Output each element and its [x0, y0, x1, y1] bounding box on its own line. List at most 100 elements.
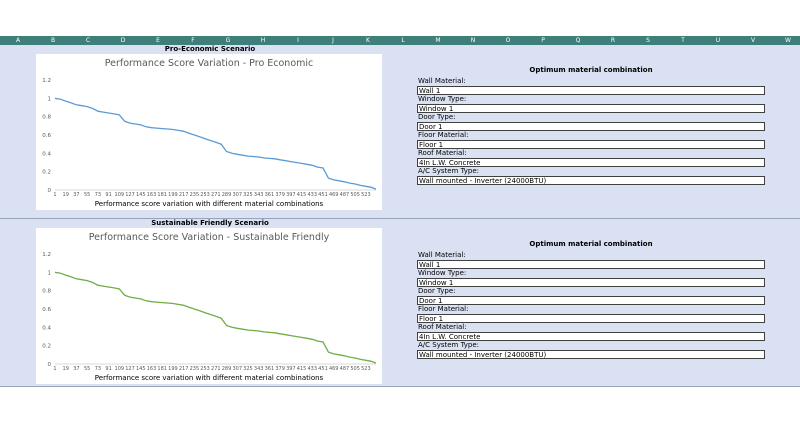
field-value-cell[interactable]: Wall mounted - Inverter (24000BTU) — [417, 350, 765, 359]
y-tick-label: 0.4 — [42, 325, 51, 331]
field-value-cell[interactable]: Wall 1 — [417, 86, 765, 95]
pro-economic-line-chart: 0 0.2 0.4 0.6 0.8 1 1.2 1 19 37 55 73 91 109 127 145 163… — [42, 78, 377, 198]
column-header-bar: A B C D E F G H I J K L M N O P Q R S T U V W — [0, 36, 800, 45]
x-tick-label: 325 — [243, 366, 253, 372]
column-header-v[interactable]: V — [750, 37, 756, 44]
series-line-0 — [54, 271, 377, 364]
column-header-a[interactable]: A — [15, 37, 21, 44]
scenario-heading: Sustainable Friendly Scenario — [151, 219, 269, 227]
column-header-m[interactable]: M — [435, 37, 441, 44]
field-label: A/C System Type: — [418, 167, 480, 175]
column-header-p[interactable]: P — [541, 37, 545, 44]
y-tick-label: 1.2 — [42, 252, 51, 258]
chart-title: Performance Score Variation - Pro Econom… — [104, 58, 314, 69]
x-tick-label: 37 — [73, 192, 79, 198]
x-tick-label: 505 — [350, 366, 360, 372]
y-tick-label: 0.8 — [42, 115, 51, 121]
field-label: Wall Material: — [418, 77, 466, 85]
x-tick-label: 199 — [168, 366, 178, 372]
x-tick-label: 163 — [147, 366, 157, 372]
chart-title: Performance Score Variation - Sustainabl… — [88, 232, 330, 243]
pro-economic-panel: Pro-Economic Scenario Performance Score … — [0, 45, 800, 219]
column-header-k[interactable]: K — [366, 37, 370, 44]
column-header-f[interactable]: F — [191, 37, 195, 44]
column-header-u[interactable]: U — [715, 37, 721, 44]
x-tick-label: 451 — [318, 192, 328, 198]
field-label: Window Type: — [418, 269, 467, 277]
x-tick-label: 415 — [297, 192, 307, 198]
x-tick-label: 343 — [254, 366, 264, 372]
x-tick-label: 181 — [157, 192, 167, 198]
x-tick-label: 19 — [63, 192, 69, 198]
column-header-o[interactable]: O — [505, 37, 511, 44]
field-label: Window Type: — [418, 95, 467, 103]
x-tick-label: 433 — [308, 366, 318, 372]
x-tick-label: 505 — [350, 192, 360, 198]
column-header-c[interactable]: C — [85, 37, 91, 44]
x-tick-label: 397 — [286, 366, 296, 372]
x-tick-label: 469 — [329, 192, 339, 198]
field-label: Roof Material: — [418, 149, 467, 157]
x-tick-label: 235 — [190, 192, 200, 198]
x-tick-label: 127 — [125, 192, 135, 198]
x-tick-label: 109 — [115, 192, 125, 198]
column-header-j[interactable]: J — [332, 37, 334, 44]
x-tick-label: 73 — [95, 366, 101, 372]
column-header-e[interactable]: E — [156, 37, 160, 44]
x-tick-label: 397 — [286, 192, 296, 198]
x-tick-label: 91 — [105, 192, 111, 198]
field-value-cell[interactable]: Wall mounted - Inverter (24000BTU) — [417, 176, 765, 185]
field-value-cell[interactable]: Floor 1 — [417, 140, 765, 149]
column-header-r[interactable]: R — [610, 37, 616, 44]
field-label: Door Type: — [418, 113, 456, 121]
sustainable-friendly-line-chart: 0 0.2 0.4 0.6 0.8 1 1.2 1 19 37 55 73 91 109 127 145 163… — [42, 252, 377, 372]
chart-x-axis-label: Performance score variation with differe… — [94, 200, 324, 208]
field-value-cell[interactable]: Window 1 — [417, 278, 765, 287]
column-header-i[interactable]: I — [297, 37, 299, 44]
x-tick-label: 379 — [275, 192, 285, 198]
x-tick-label: 163 — [147, 192, 157, 198]
x-tick-label: 235 — [190, 366, 200, 372]
column-header-b[interactable]: B — [50, 37, 56, 44]
field-value-cell[interactable]: 4In L.W. Concrete — [417, 158, 765, 167]
x-tick-label: 73 — [95, 192, 101, 198]
field-value-cell[interactable]: Door 1 — [417, 122, 765, 131]
field-label: A/C System Type: — [418, 341, 480, 349]
field-value-cell[interactable]: Floor 1 — [417, 314, 765, 323]
column-header-d[interactable]: D — [120, 37, 126, 44]
x-tick-label: 253 — [200, 366, 210, 372]
field-value-cell[interactable]: Wall 1 — [417, 260, 765, 269]
y-tick-label: 0.8 — [42, 289, 51, 295]
column-header-w[interactable]: W — [785, 37, 791, 44]
scenario-heading: Pro-Economic Scenario — [164, 45, 256, 53]
field-label: Door Type: — [418, 287, 456, 295]
x-tick-label: 361 — [265, 366, 275, 372]
x-tick-label: 523 — [361, 366, 371, 372]
y-tick-label: 0.6 — [42, 307, 51, 313]
field-value-cell[interactable]: Door 1 — [417, 296, 765, 305]
x-tick-label: 19 — [63, 366, 69, 372]
x-tick-label: 379 — [275, 366, 285, 372]
y-tick-label: 1 — [48, 96, 52, 102]
column-header-n[interactable]: N — [470, 37, 476, 44]
field-value-cell[interactable]: 4In L.W. Concrete — [417, 332, 765, 341]
x-tick-label: 217 — [179, 192, 189, 198]
sustainable-friendly-chart: Performance Score Variation - Sustainabl… — [36, 228, 382, 384]
x-tick-label: 253 — [200, 192, 210, 198]
field-value-cell[interactable]: Window 1 — [417, 104, 765, 113]
column-header-l[interactable]: L — [401, 37, 405, 44]
column-header-t[interactable]: T — [681, 37, 685, 44]
pro-economic-chart: Performance Score Variation - Pro Econom… — [36, 54, 382, 210]
field-label: Floor Material: — [418, 131, 469, 139]
x-tick-label: 307 — [232, 366, 242, 372]
x-tick-label: 289 — [222, 192, 232, 198]
column-header-g[interactable]: G — [225, 37, 231, 44]
column-header-s[interactable]: S — [646, 37, 650, 44]
y-tick-label: 0 — [48, 188, 52, 194]
field-label: Wall Material: — [418, 251, 466, 259]
column-header-q[interactable]: Q — [575, 37, 581, 44]
x-tick-label: 145 — [136, 366, 146, 372]
column-header-h[interactable]: H — [260, 37, 266, 44]
y-tick-label: 0 — [48, 362, 52, 368]
x-tick-label: 127 — [125, 366, 135, 372]
